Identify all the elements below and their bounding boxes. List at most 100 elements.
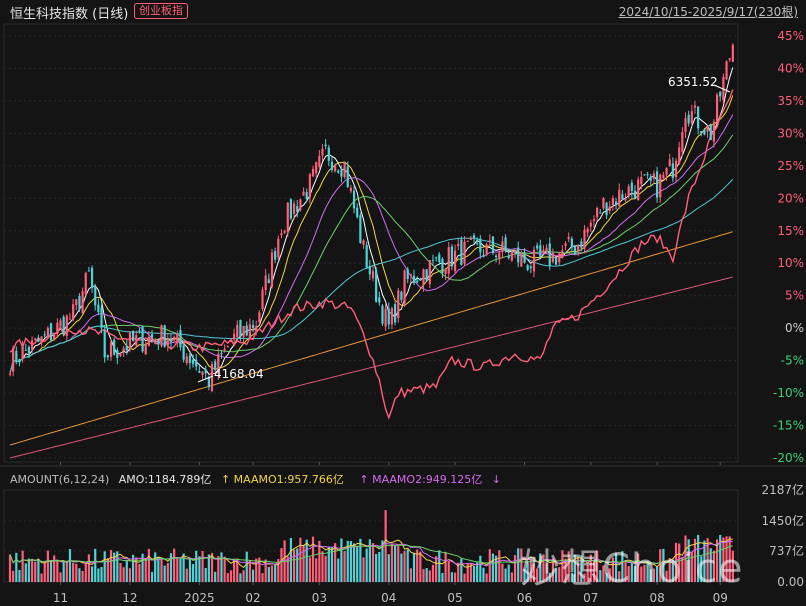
candle-body [630, 182, 633, 192]
candle-body [43, 334, 46, 336]
candle [160, 324, 163, 348]
volume-bar [491, 553, 495, 582]
candle [330, 156, 334, 173]
candle-body [545, 247, 548, 252]
volume-bar [630, 561, 633, 582]
volume-bar [292, 549, 296, 582]
candle-body [204, 369, 207, 374]
volume-bar [356, 546, 359, 582]
volume-bar [46, 550, 49, 582]
volume-indicator-title: AMOUNT(6,12,24) [10, 473, 110, 486]
candle-body [100, 307, 103, 328]
candle [577, 243, 580, 256]
candle [220, 349, 223, 359]
candle-body [674, 160, 678, 178]
volume-bar [646, 563, 649, 582]
candle-body [400, 291, 403, 300]
candle [539, 239, 542, 259]
comparison-tag[interactable]: 创业板指 [134, 3, 188, 19]
candle [558, 251, 561, 266]
candle-body [40, 336, 43, 344]
ma-line-ma20 [9, 114, 734, 374]
x-tick-label: 12 [122, 591, 137, 605]
candle [706, 125, 709, 138]
candle [109, 339, 113, 361]
candle [393, 301, 397, 326]
candle-body [87, 270, 91, 272]
candle [561, 245, 564, 259]
candle [128, 331, 132, 353]
volume-bar [539, 553, 542, 582]
candle-body [706, 125, 709, 132]
candle [387, 302, 390, 330]
candle [106, 354, 109, 361]
volume-bar [719, 535, 722, 582]
candle-body [311, 168, 315, 177]
volume-bar [573, 554, 577, 582]
candle [179, 325, 182, 351]
candle [494, 253, 498, 263]
volume-bar [362, 557, 365, 582]
volume-bar [517, 548, 520, 582]
candle-body [681, 132, 684, 152]
maamo1-value: ↑ MAAMO1:957.766亿 [220, 473, 344, 486]
volume-bar [700, 556, 703, 582]
volume-bar [56, 560, 59, 582]
volume-bar [90, 566, 94, 582]
volume-bar [248, 560, 252, 582]
candle [703, 127, 706, 136]
volume-bar [229, 570, 233, 582]
candle-body [463, 241, 466, 264]
candle [248, 318, 252, 340]
x-tick-label: 03 [312, 591, 327, 605]
candle [191, 354, 195, 368]
candle-body [68, 318, 72, 320]
candle-body [343, 162, 346, 178]
candle [343, 161, 346, 179]
volume-bar [381, 540, 384, 582]
candle-body [539, 245, 542, 258]
volume-bar [274, 564, 277, 582]
candle-body [18, 359, 21, 363]
volume-bar [640, 566, 643, 582]
volume-bar [173, 548, 176, 582]
candle-body [359, 215, 362, 243]
candle [652, 170, 656, 183]
candle [551, 248, 555, 264]
candle-body [264, 275, 267, 290]
candle-body [308, 174, 311, 198]
volume-bar [649, 569, 652, 582]
volume-bar [365, 548, 368, 582]
volume-bar [602, 565, 605, 582]
volume-bar [637, 553, 640, 582]
volume-bar [255, 558, 258, 582]
candle-body [289, 199, 293, 219]
candle-body [690, 111, 693, 124]
candle-body [324, 144, 327, 147]
candle [403, 269, 406, 308]
candle-body [292, 203, 296, 214]
date-range-link[interactable]: 2024/10/15-2025/9/17(230根) [618, 5, 798, 19]
candle-body [24, 349, 27, 351]
y-tick-label: -20% [773, 451, 804, 465]
candle-body [340, 169, 343, 177]
candle [435, 256, 438, 262]
y-tick-label: -5% [781, 354, 804, 368]
y-tick-label: 5% [785, 289, 804, 303]
volume-bar [725, 536, 728, 582]
volume-bar [264, 559, 267, 582]
volume-bar [65, 562, 68, 582]
volume-bar [618, 571, 621, 582]
candle-body [570, 238, 573, 248]
volume-bar [457, 562, 460, 582]
volume-bar [596, 550, 599, 582]
volume-bar [419, 551, 422, 582]
main-plot-frame [3, 23, 739, 463]
candle-body [494, 255, 498, 258]
candle-body [195, 359, 198, 367]
candle [488, 234, 491, 246]
candle-body [217, 353, 220, 374]
candle [731, 43, 734, 62]
candle [384, 302, 387, 332]
